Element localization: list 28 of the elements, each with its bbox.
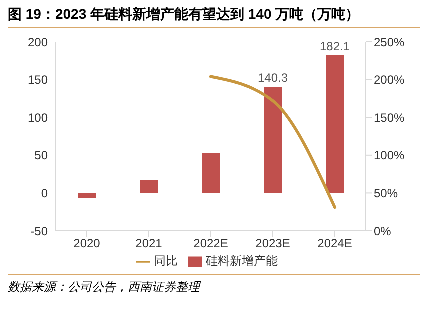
bar [140, 180, 158, 194]
bar [264, 87, 282, 194]
y-tick-label: 50 [34, 148, 48, 163]
x-tick-label: 2020 [74, 236, 101, 251]
data-label: 140.3 [258, 71, 288, 86]
legend-label: 硅料新增产能 [206, 254, 278, 268]
chart-title: 图 19：2023 年硅料新增产能有望达到 140 万吨（万吨） [8, 6, 420, 28]
bar [202, 153, 220, 194]
legend-label: 同比 [154, 254, 178, 268]
y-tick-label: 0 [41, 186, 48, 200]
x-tick-label: 2021 [136, 236, 163, 251]
bar [326, 56, 344, 194]
y2-tick-label: 250% [374, 35, 406, 50]
x-tick-label: 2022E [194, 236, 228, 251]
data-label: 182.1 [320, 40, 350, 54]
y2-tick-label: 0% [374, 224, 392, 238]
bar [78, 193, 96, 198]
source-note: 数据来源：公司公告，西南证券整理 [8, 274, 420, 296]
y2-tick-label: 50% [374, 186, 398, 200]
y-tick-label: 150 [28, 73, 48, 88]
y2-tick-label: 150% [374, 110, 406, 125]
x-tick-label: 2024E [318, 236, 352, 251]
y-tick-label: 100 [28, 110, 48, 125]
y2-tick-label: 100% [374, 148, 406, 163]
x-tick-label: 2023E [256, 236, 290, 251]
y-tick-label: 200 [28, 35, 48, 50]
y-tick-label: -50 [30, 224, 48, 238]
y2-tick-label: 200% [374, 73, 406, 88]
